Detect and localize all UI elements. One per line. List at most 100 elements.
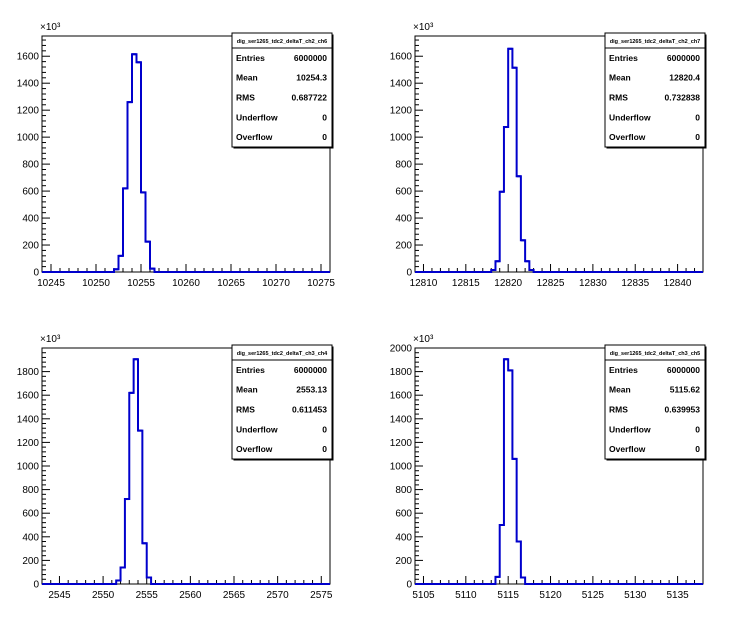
stats-value: 2553.13 — [296, 385, 327, 395]
y-tick-label: 1400 — [17, 79, 40, 90]
histogram-outline — [415, 47, 703, 273]
x-tick-label: 12820 — [494, 278, 522, 289]
stats-label: Mean — [236, 73, 258, 83]
stats-value: 0 — [322, 112, 327, 122]
stats-label: Overflow — [609, 132, 646, 142]
x-tick-label: 2575 — [310, 590, 333, 601]
x-tick-label: 2550 — [92, 590, 115, 601]
y-tick-label: 1400 — [390, 414, 413, 425]
x-tick-label: 2545 — [48, 590, 71, 601]
stats-value: 0.639953 — [665, 405, 701, 415]
y-tick-label: 0 — [406, 268, 412, 279]
x-tick-label: 2570 — [267, 590, 290, 601]
y-tick-label: 400 — [22, 214, 39, 225]
stats-box-frame — [231, 344, 333, 460]
y-tick-label: 400 — [22, 532, 39, 543]
stats-value: 0.732838 — [665, 93, 701, 103]
y-tick-label: 1400 — [390, 79, 413, 90]
x-tick-label: 5135 — [666, 590, 689, 601]
stats-value: 5115.62 — [670, 385, 701, 395]
x-tick-label: 10275 — [307, 278, 335, 289]
y-tick-label: 1400 — [17, 414, 40, 425]
stats-box: dig_ser1265_tdc2_deltaT_ch3_ch4 Entries 60… — [231, 344, 334, 461]
y-tick-label: 1000 — [390, 133, 413, 144]
x-tick-label: 5110 — [455, 590, 477, 601]
y-tick-label: 1000 — [390, 462, 413, 473]
stats-box-frame — [604, 344, 706, 460]
stats-value: 0 — [695, 424, 700, 434]
y-tick-label: 800 — [22, 160, 39, 171]
stats-box-frame — [604, 32, 706, 148]
y-tick-label: 1800 — [17, 367, 40, 378]
y-tick-label: 1800 — [390, 367, 413, 378]
x-tick-label: 5115 — [497, 590, 519, 601]
y-tick-label: 1600 — [390, 391, 413, 402]
y-tick-label: 800 — [395, 160, 412, 171]
stats-value: 0.687722 — [292, 93, 328, 103]
stats-label: Entries — [236, 53, 265, 63]
stats-value: 6000000 — [294, 53, 327, 63]
stats-label: Underflow — [609, 112, 651, 122]
y-tick-label: 1000 — [17, 133, 40, 144]
y-multiplier-label: ×10³ — [40, 22, 61, 33]
stats-label: RMS — [236, 93, 255, 103]
stats-label: Underflow — [609, 424, 651, 434]
stats-label: Entries — [609, 365, 638, 375]
stats-value: 0 — [695, 132, 700, 142]
stats-value: 0 — [322, 424, 327, 434]
x-tick-label: 5130 — [624, 590, 647, 601]
stats-box-title: dig_ser1265_tdc2_deltaT_ch2_ch7 — [610, 39, 701, 45]
stats-value: 10254.3 — [296, 73, 327, 83]
histogram-panel-bottom-left: 0 200 400 600 800 1000 1200 1400 1600 1800 2545 255… — [17, 334, 334, 601]
y-tick-label: 1600 — [17, 391, 40, 402]
stats-label: Mean — [609, 73, 631, 83]
x-tick-label: 2565 — [223, 590, 246, 601]
histogram-outline — [42, 358, 330, 585]
y-tick-label: 400 — [395, 532, 412, 543]
y-tick-label: 200 — [395, 556, 412, 567]
stats-value: 6000000 — [667, 53, 700, 63]
x-tick-label: 10250 — [82, 278, 110, 289]
stats-value: 0 — [322, 444, 327, 454]
stats-label: Overflow — [609, 444, 646, 454]
y-tick-label: 400 — [395, 214, 412, 225]
y-tick-label: 2000 — [390, 344, 413, 355]
y-multiplier-label: ×10³ — [40, 334, 61, 345]
y-tick-label: 1200 — [17, 106, 40, 117]
stats-value: 12820.4 — [669, 73, 700, 83]
histogram-panel-top-left: 0 200 400 600 800 1000 1200 1400 1600 10245 10250 1… — [17, 22, 336, 289]
stats-label: Overflow — [236, 444, 273, 454]
y-tick-label: 1200 — [390, 438, 413, 449]
stats-label: Underflow — [236, 112, 278, 122]
y-tick-label: 1600 — [17, 52, 40, 63]
x-tick-label: 10245 — [37, 278, 65, 289]
y-tick-label: 800 — [395, 485, 412, 496]
stats-value: 0 — [322, 132, 327, 142]
stats-label: RMS — [609, 405, 628, 415]
y-tick-label: 200 — [395, 241, 412, 252]
y-tick-label: 0 — [33, 268, 39, 279]
stats-label: Entries — [609, 53, 638, 63]
x-tick-label: 2560 — [179, 590, 202, 601]
x-tick-label: 12840 — [664, 278, 692, 289]
x-tick-label: 10260 — [172, 278, 200, 289]
y-tick-label: 1000 — [17, 462, 40, 473]
y-tick-label: 600 — [22, 509, 39, 520]
x-tick-label: 5125 — [582, 590, 605, 601]
y-tick-label: 1200 — [390, 106, 413, 117]
x-tick-label: 12815 — [452, 278, 480, 289]
x-tick-label: 5120 — [539, 590, 562, 601]
y-tick-label: 600 — [395, 187, 412, 198]
stats-value: 0.611453 — [292, 405, 327, 415]
stats-value: 6000000 — [667, 365, 700, 375]
stats-value: 0 — [695, 444, 700, 454]
x-tick-label: 12835 — [621, 278, 649, 289]
y-tick-label: 600 — [22, 187, 39, 198]
histogram-panel-bottom-right: 0 200 400 600 800 1000 1200 1400 1600 1800 2000 510… — [390, 334, 707, 601]
stats-label: Mean — [609, 385, 631, 395]
y-multiplier-label: ×10³ — [413, 22, 434, 33]
stats-label: Entries — [236, 365, 265, 375]
stats-label: Underflow — [236, 424, 278, 434]
stats-box: dig_ser1265_tdc2_deltaT_ch2_ch6 Entries 60… — [231, 32, 334, 149]
